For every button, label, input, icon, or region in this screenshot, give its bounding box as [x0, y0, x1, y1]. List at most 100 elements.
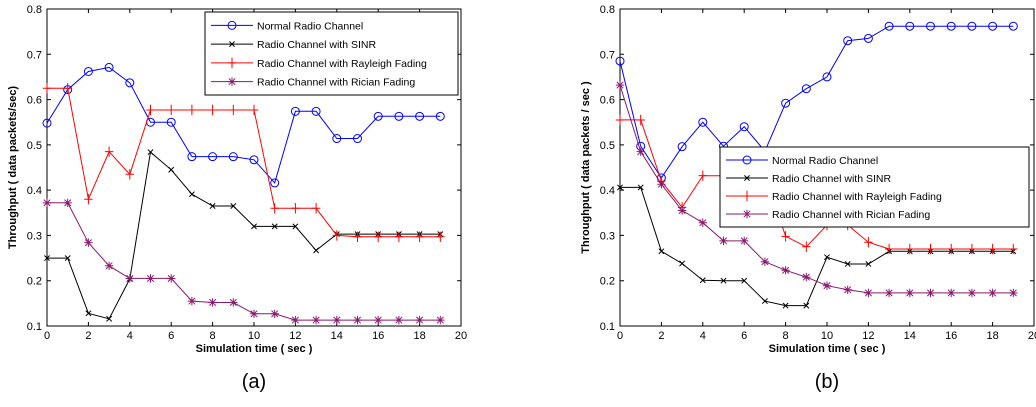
chart-a-data-point	[311, 203, 321, 214]
chart-a-data-point	[290, 106, 300, 116]
chart-b-data-point	[698, 170, 707, 181]
chart-b-data-point	[615, 114, 625, 126]
chart-b-data-point	[967, 21, 977, 31]
chart-a-data-point	[125, 274, 134, 283]
chart-b-legend-marker	[742, 190, 752, 202]
chart-b-data-point	[967, 288, 977, 298]
chart-b-data-point	[719, 236, 728, 246]
chart-b-data-point	[926, 288, 935, 298]
chart-b-data-point	[926, 21, 935, 31]
chart-a-data-point	[208, 298, 217, 307]
chart-a-data-point	[415, 231, 424, 242]
chart-a-legend-label: Radio Channel with Rician Fading	[257, 77, 415, 89]
chart-a-legend-marker	[227, 20, 237, 30]
chart-b-x-tick-label: 0	[617, 330, 623, 342]
chart-a-data-point	[187, 104, 197, 116]
chart-b-legend-label: Normal Radio Channel	[772, 155, 878, 167]
chart-a-data-point	[166, 117, 176, 127]
chart-b-series-line	[619, 25, 1014, 179]
chart-b-data-point	[824, 254, 830, 261]
chart-a-series-1	[42, 62, 445, 188]
chart-b-y-tick-label: 0.7	[600, 49, 615, 61]
chart-a-legend-marker	[229, 41, 235, 48]
chart-b-legend-marker	[744, 175, 750, 181]
chart-b-y-tick-label: 0.8	[600, 4, 615, 16]
chart-b-y-tick-label: 0.3	[600, 230, 615, 242]
chart-b-data-point	[782, 302, 789, 309]
chart-a-y-tick-label: 0.8	[27, 4, 42, 16]
chart-a-legend-label: Radio Channel with SINR	[257, 39, 376, 51]
chart-b-data-point	[615, 80, 625, 90]
chart-b-y-tick-label: 0.2	[600, 276, 615, 288]
chart-b-data-point	[761, 298, 768, 305]
chart-b-x-tick-label: 8	[783, 330, 789, 342]
chart-a-data-point	[373, 111, 383, 121]
chart-a-y-tick-label: 0.6	[27, 95, 42, 107]
chart-a-x-tick-label: 10	[248, 330, 260, 342]
chart-b-data-point	[844, 261, 851, 267]
chart-b-data-point	[760, 257, 770, 266]
chart-a-data-point	[251, 223, 257, 230]
chart-a-x-tick-label: 14	[331, 330, 343, 342]
chart-b-y-tick-label: 0.4	[600, 185, 615, 197]
chart-b-series-4	[615, 80, 1018, 298]
chart-a-data-point	[187, 296, 197, 306]
chart-b-data-point	[617, 184, 623, 191]
chart-a-data-point	[146, 274, 155, 283]
chart-b-data-point	[741, 277, 748, 284]
chart-a-data-point	[270, 203, 279, 214]
chart-b-legend-box	[719, 146, 1030, 228]
chart-a-legend-marker	[227, 77, 237, 86]
chart-a-data-point	[415, 111, 425, 121]
chart-a-x-tick-label: 8	[210, 330, 216, 342]
chart-a-data-point	[63, 83, 72, 94]
chart-a-data-point	[209, 203, 216, 209]
chart-b-data-point	[1009, 288, 1018, 298]
chart-b-data-point	[781, 98, 791, 108]
chart-a-data-point	[249, 309, 259, 318]
chart-a-data-point	[83, 66, 93, 76]
chart-a-x-tick-label: 2	[85, 330, 91, 342]
chart-b-data-point	[822, 281, 832, 290]
chart-b-data-point	[699, 277, 706, 284]
chart-b-x-tick-label: 2	[658, 330, 664, 342]
chart-b-x-tick-label: 18	[986, 330, 998, 342]
chart-a-data-point	[167, 274, 176, 283]
chart-a-data-point	[271, 223, 278, 230]
chart-a-y-tick-label: 0.7	[27, 49, 42, 61]
chart-a-data-point	[332, 230, 341, 241]
chart-a-y-tick-label: 0.1	[27, 321, 42, 333]
chart-a-data-point	[104, 62, 114, 72]
chart-b-data-point	[905, 243, 914, 255]
chart-a-data-point	[168, 166, 175, 173]
chart-a-data-point	[44, 255, 50, 262]
chart-panel-a: 0 2 4 6 8 10 12 14 16 18 20 0.1 0.2 0.3 0.4 0.5 0.6 0.7 0.…	[7, 4, 467, 393]
chart-a-data-point	[394, 315, 404, 325]
chart-a-data-point	[106, 315, 113, 322]
chart-a-data-point	[84, 194, 93, 205]
chart-b-data-point	[781, 266, 790, 275]
chart-b-data-point	[843, 36, 853, 46]
chart-b-y-axis-label: Throughput ( data packets / sec )	[580, 81, 592, 254]
chart-b-y-tick-label: 0.6	[600, 95, 615, 107]
chart-b-y-tick-label: 0.5	[600, 140, 615, 152]
chart-a-data-point	[311, 315, 321, 325]
chart-a-data-point	[64, 255, 71, 262]
chart-a-data-point	[313, 247, 320, 254]
chart-a-data-point	[292, 223, 299, 230]
chart-b-data-point	[864, 237, 873, 248]
chart-b-data-point	[905, 288, 914, 298]
chart-a-data-point	[291, 203, 300, 214]
chart-b-data-point	[802, 272, 811, 282]
chart-b-data-point	[884, 21, 894, 31]
chart-a-legend-label: Normal Radio Channel	[257, 20, 363, 32]
chart-b-data-point	[884, 243, 894, 255]
chart-a-x-tick-label: 18	[413, 330, 425, 342]
chart-a-x-tick-label: 20	[455, 330, 467, 342]
chart-b-data-point	[615, 56, 625, 66]
chart-a-y-tick-label: 0.3	[27, 230, 42, 242]
chart-b-data-point	[657, 180, 666, 189]
chart-a-data-point	[230, 203, 237, 209]
chart-a-x-axis-label: Simulation time ( sec )	[196, 343, 313, 355]
